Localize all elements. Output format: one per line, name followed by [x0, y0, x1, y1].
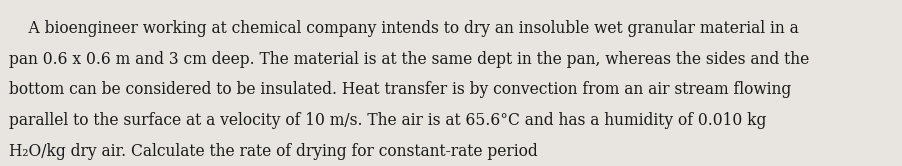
Text: parallel to the surface at a velocity of 10 m/s. The air is at 65.6°C and has a : parallel to the surface at a velocity of…	[9, 112, 767, 129]
Text: A bioengineer working at chemical company intends to dry an insoluble wet granul: A bioengineer working at chemical compan…	[9, 20, 799, 37]
Text: H₂O/kg dry air. Calculate the rate of drying for constant-rate period: H₂O/kg dry air. Calculate the rate of dr…	[9, 143, 538, 160]
Text: pan 0.6 x 0.6 m and 3 cm deep. The material is at the same dept in the pan, wher: pan 0.6 x 0.6 m and 3 cm deep. The mater…	[9, 51, 809, 68]
Text: bottom can be considered to be insulated. Heat transfer is by convection from an: bottom can be considered to be insulated…	[9, 81, 791, 98]
